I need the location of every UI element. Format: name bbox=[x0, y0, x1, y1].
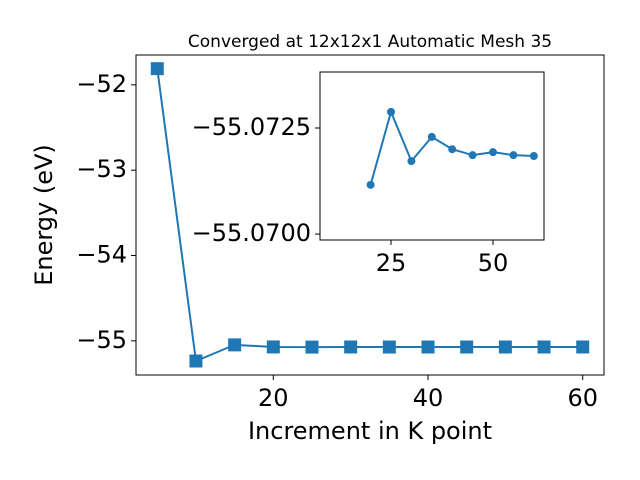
marker bbox=[460, 340, 474, 354]
axes-frame bbox=[135, 54, 605, 376]
x-tick-label: 60 bbox=[567, 384, 598, 412]
marker bbox=[344, 340, 358, 354]
marker bbox=[488, 148, 497, 157]
y-tick-label: −55 bbox=[76, 326, 127, 354]
marker bbox=[407, 157, 416, 166]
marker bbox=[509, 151, 518, 160]
y-axis-label: Energy (eV) bbox=[30, 144, 58, 286]
y-tick-label: −53 bbox=[76, 155, 127, 183]
axes-frame bbox=[319, 71, 545, 241]
marker bbox=[305, 340, 319, 354]
marker bbox=[529, 152, 538, 160]
x-axis-label: Increment in K point bbox=[248, 417, 492, 445]
y-tick-label: −55.0725 bbox=[192, 113, 311, 141]
marker bbox=[427, 132, 436, 141]
x-tick-label: 50 bbox=[478, 249, 509, 277]
x-tick-label: 20 bbox=[258, 384, 289, 412]
plot-area bbox=[150, 62, 590, 368]
marker bbox=[189, 354, 203, 368]
marker bbox=[537, 340, 551, 354]
chart-title: Converged at 12x12x1 Automatic Mesh 35 bbox=[188, 32, 552, 52]
marker bbox=[366, 180, 375, 189]
marker bbox=[228, 338, 242, 352]
marker bbox=[468, 151, 477, 160]
marker bbox=[386, 107, 395, 116]
x-tick-label: 40 bbox=[413, 384, 444, 412]
y-tick-label: −55.0700 bbox=[192, 219, 311, 247]
marker bbox=[150, 62, 164, 76]
axes-background bbox=[320, 72, 544, 240]
plot-area bbox=[366, 107, 538, 189]
marker bbox=[382, 340, 396, 354]
marker bbox=[448, 145, 457, 154]
x-tick-label: 25 bbox=[376, 249, 407, 277]
marker bbox=[576, 340, 590, 354]
marker bbox=[498, 340, 512, 354]
y-tick-label: −52 bbox=[76, 70, 127, 98]
y-tick-label: −54 bbox=[76, 241, 127, 269]
marker bbox=[266, 340, 280, 354]
marker bbox=[421, 340, 435, 354]
